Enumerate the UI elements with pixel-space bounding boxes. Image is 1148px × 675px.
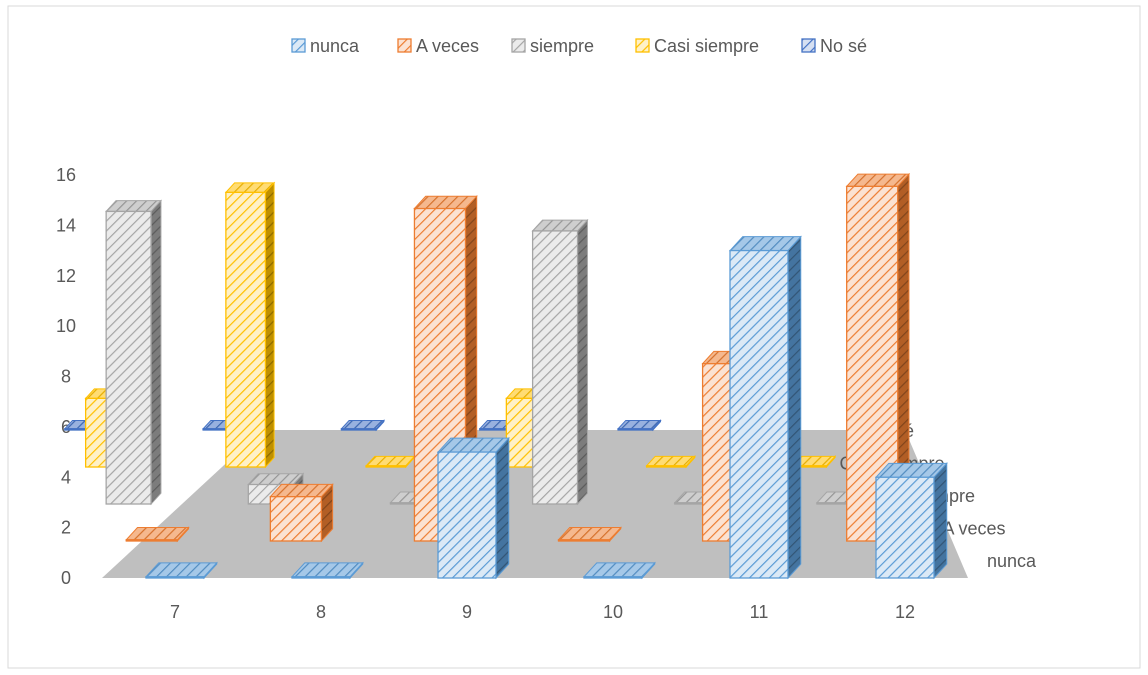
bar-face xyxy=(531,230,579,505)
bar-a-veces-12 xyxy=(845,172,911,543)
bar-top xyxy=(874,462,948,478)
bar-face xyxy=(125,539,178,542)
bar-siempre-10 xyxy=(531,218,589,506)
y-tick-label: 0 xyxy=(61,568,71,588)
bar-face xyxy=(729,249,789,579)
bar-face xyxy=(145,576,205,579)
legend-swatch xyxy=(291,38,306,53)
y-tick-label: 10 xyxy=(56,316,76,336)
legend-label: Casi siempre xyxy=(654,36,759,56)
bar-top xyxy=(557,527,622,541)
bar-nunca-9 xyxy=(436,436,510,580)
bar-a-veces-7 xyxy=(125,526,190,543)
depth-axis-label: A veces xyxy=(942,519,1005,539)
bar-siempre-7 xyxy=(105,199,163,506)
legend-swatch xyxy=(511,38,526,53)
x-tick-label: 11 xyxy=(750,602,769,622)
bar-nunca-7 xyxy=(144,561,218,580)
bar-top xyxy=(290,562,364,578)
bar-side xyxy=(577,218,588,506)
legend-label: A veces xyxy=(416,36,479,56)
bar-nunca-12 xyxy=(874,462,948,580)
legend-label: siempre xyxy=(530,36,594,56)
bar-top xyxy=(728,236,802,252)
bar-side xyxy=(787,235,802,580)
bar-side xyxy=(150,199,162,506)
bar-top xyxy=(436,437,510,453)
legend-swatch xyxy=(801,38,816,53)
bar-casi-siempre-9 xyxy=(364,455,416,469)
bar-a-veces-8 xyxy=(269,483,334,543)
y-tick-label: 12 xyxy=(56,266,76,286)
bar-face xyxy=(875,476,935,579)
legend-label: No sé xyxy=(820,36,867,56)
bar-face xyxy=(340,428,377,431)
bar-casi-siempre-11 xyxy=(645,455,696,469)
bar-face xyxy=(291,576,351,579)
bar-face xyxy=(645,465,687,468)
legend-label: nunca xyxy=(310,36,360,56)
bar-top xyxy=(531,219,589,232)
bar-face xyxy=(269,496,323,542)
bar-face xyxy=(105,210,152,505)
bar-top xyxy=(269,483,334,498)
bar-face xyxy=(365,465,407,468)
y-tick-label: 8 xyxy=(61,367,71,387)
bar-top xyxy=(616,419,662,430)
bar-face xyxy=(225,191,267,468)
bar-top xyxy=(413,195,478,210)
x-tick-label: 9 xyxy=(462,602,472,622)
bar-face xyxy=(617,428,654,431)
bar-top xyxy=(645,455,696,467)
bar-no-s-9 xyxy=(340,419,386,432)
legend-swatch xyxy=(635,38,650,53)
bar-top xyxy=(582,562,656,578)
bar-top xyxy=(247,473,305,485)
x-tick-label: 12 xyxy=(895,602,915,622)
bar-nunca-11 xyxy=(728,235,802,580)
bar-side xyxy=(495,436,510,580)
x-tick-label: 7 xyxy=(170,602,180,622)
y-tick-label: 14 xyxy=(56,215,76,235)
bar-no-s-11 xyxy=(616,419,662,432)
bar-side xyxy=(933,462,948,580)
bar-top xyxy=(105,200,163,212)
x-tick-label: 10 xyxy=(603,602,623,622)
legend-swatch xyxy=(397,38,412,53)
bar-face xyxy=(846,185,899,542)
y-tick-label: 16 xyxy=(56,165,76,185)
bar-top xyxy=(364,455,416,467)
bar-casi-siempre-8 xyxy=(224,181,276,469)
bar-nunca-8 xyxy=(290,561,364,580)
bar-side xyxy=(264,181,275,469)
bar-top xyxy=(224,182,276,193)
bar-face xyxy=(437,451,497,579)
bar-face xyxy=(557,539,611,542)
bar-nunca-10 xyxy=(582,561,656,580)
x-tick-label: 8 xyxy=(316,602,326,622)
depth-axis-label: nunca xyxy=(987,551,1037,571)
bar-face xyxy=(583,576,643,579)
bar-a-veces-10 xyxy=(557,526,622,543)
y-tick-label: 2 xyxy=(61,518,71,538)
y-tick-label: 4 xyxy=(61,467,71,487)
bar-top xyxy=(125,527,190,541)
bar-top xyxy=(144,562,218,578)
bar-top xyxy=(845,173,911,187)
bar-top xyxy=(340,419,386,430)
